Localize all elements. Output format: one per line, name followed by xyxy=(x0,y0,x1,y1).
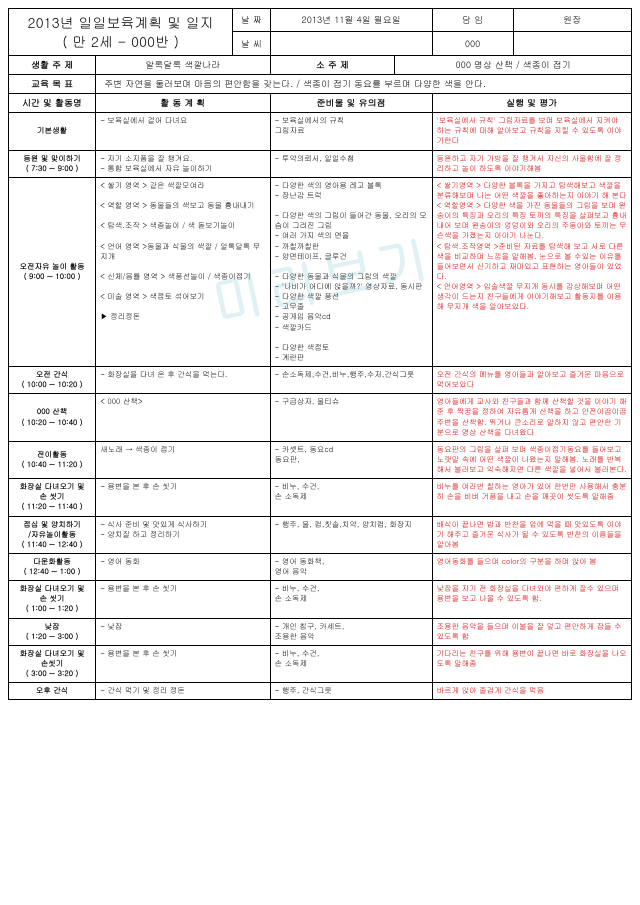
row-prep: - 보육실에서의 규칙 그림자료 xyxy=(270,113,432,150)
table-row: 오후 간식- 간식 먹기 및 정리 정돈- 행주, 간식그릇바르게 앉아 줄겁게… xyxy=(9,683,632,700)
row-time: 오전 간식( 10:00 ~ 10:20 ) xyxy=(9,367,96,394)
goal-value: 주변 자연을 둘러보며 마음의 편안함을 갖는다. / 색종이 접기 동요를 부… xyxy=(96,74,632,93)
row-time: 화장실 다녀오기 및손 씻기( 1:00 ~ 1:20 ) xyxy=(9,581,96,618)
row-prep: - 비누, 수건, 손 소독제 xyxy=(270,581,432,618)
col-plan: 활 동 계 획 xyxy=(96,94,270,113)
daily-plan-table: 2013년 일일보육계획 및 일지( 만 2세 - 000반 ) 날 짜 201… xyxy=(8,8,632,700)
row-plan: < 쌓기 영역 > 같은 색깔모여라< 역할 영역 > 동물들의 색보고 동물 … xyxy=(96,177,270,366)
row-plan: - 자기 소지품을 잘 챙겨요.- 통합 보육실에서 자유 놀이하기 xyxy=(96,150,270,177)
table-row: 화장실 다녀오기 및손씻기( 3:00 ~ 3:20 )- 용변을 본 후 손 … xyxy=(9,645,632,682)
row-prep: - 카셋트, 동요cd 동요판, xyxy=(270,441,432,478)
row-time: 점심 및 양치하기/자유놀이활동( 11:40 ~ 12:40 ) xyxy=(9,516,96,553)
row-eval: 낮잠을 자기 전 화장실을 다녀와야 편하게 잘수 있으며 용변을 보고 나올 … xyxy=(432,581,631,618)
row-eval: < 쌓기영역 > 다양한 블록을 가지고 탐색해보고 색깔을 분류해보며 나는 … xyxy=(432,177,631,366)
row-prep: - 손소독제,수건,비누,행주,수저,간식그릇 xyxy=(270,367,432,394)
table-row: 낮잠( 1:20 ~ 3:00 )- 낮잠- 개인 침구, 카세트, 조용한 음… xyxy=(9,618,632,645)
row-prep: - 비누, 수건, 손 소독제 xyxy=(270,645,432,682)
weather-label: 날 씨 xyxy=(233,32,270,55)
life-theme-value: 알록달록 색깔나라 xyxy=(96,55,270,74)
row-eval: 조용한 음악을 들으며 이불을 잘 덮고 편안하게 잠들 수 있도록 함 xyxy=(432,618,631,645)
row-plan: 새노래 → 색종이 접기 xyxy=(96,441,270,478)
table-row: 오전 간식( 10:00 ~ 10:20 )- 화장실을 다녀 온 후 간식을 … xyxy=(9,367,632,394)
row-time: 낮잠( 1:20 ~ 3:00 ) xyxy=(9,618,96,645)
charge-label: 담 임 xyxy=(432,9,513,32)
row-eval: 오전 간식의 메뉴를 영아들과 알아보고 즐거운 마음으로 먹어보았다 xyxy=(432,367,631,394)
date-value: 2013년 11월 4일 월요일 xyxy=(270,9,432,32)
table-row: 화장실 다녀오기 및손 씻기( 1:00 ~ 1:20 )- 용변을 본 후 손… xyxy=(9,581,632,618)
row-time: 화장실 다녀오기 및손씻기( 3:00 ~ 3:20 ) xyxy=(9,645,96,682)
row-time: 등원 및 맞이하기( 7:30 ~ 9:00 ) xyxy=(9,150,96,177)
weather-value xyxy=(270,32,432,55)
row-plan: - 화장실을 다녀 온 후 간식을 먹는다. xyxy=(96,367,270,394)
table-row: 화장실 다녀오기 및손 씻기( 11:20 ~ 11:40 )- 용변을 본 후… xyxy=(9,479,632,516)
charge-value: 000 xyxy=(432,32,513,55)
table-row: 점심 및 양치하기/자유놀이활동( 11:40 ~ 12:40 )- 식사 준비… xyxy=(9,516,632,553)
goal-label: 교육 목 표 xyxy=(9,74,96,93)
row-plan: - 낮잠 xyxy=(96,618,270,645)
sub-theme-value: 000 명상 산책 / 색종이 접기 xyxy=(395,55,632,74)
row-plan: - 간식 먹기 및 정리 정돈 xyxy=(96,683,270,700)
row-plan: - 보육실에서 걸어 다녀요 xyxy=(96,113,270,150)
row-eval: 동요판의 그림을 살펴 보며 색종이접기동요를 들어보고 노랫말 속에 어떤 색… xyxy=(432,441,631,478)
row-time: 전이활동( 10:40 ~ 11:20 ) xyxy=(9,441,96,478)
row-prep: - 영어 동화책, 영어 음악 xyxy=(270,553,432,580)
row-eval: '보육실에서 규칙' 그림자료를 보며 보육실에서 지켜야 하는 규칙에 대해 … xyxy=(432,113,631,150)
row-eval: 등원하고 자기 가방을 잘 챙겨서 자신의 사물함에 잘 정리하고 놀이 하도록… xyxy=(432,150,631,177)
row-time: 화장실 다녀오기 및손 씻기( 11:20 ~ 11:40 ) xyxy=(9,479,96,516)
director-value xyxy=(513,32,631,55)
table-row: 등원 및 맞이하기( 7:30 ~ 9:00 )- 자기 소지품을 잘 챙겨요.… xyxy=(9,150,632,177)
sub-theme-label: 소 주 제 xyxy=(270,55,395,74)
date-label: 날 짜 xyxy=(233,9,270,32)
row-eval: 영아들에게 교사와 친구들과 함께 산책할 것을 이야기 해 준 후 짝꿍을 정… xyxy=(432,394,631,442)
row-prep: - 비누, 수건, 손 소독제 xyxy=(270,479,432,516)
life-theme-label: 생활 주 제 xyxy=(9,55,96,74)
director-label: 원장 xyxy=(513,9,631,32)
table-row: 000 산책( 10:20 ~ 10:40 )< 000 산책>- 구급상자, … xyxy=(9,394,632,442)
row-eval: 영어동화를 들으며 color의 구분을 하며 앉아 봄 xyxy=(432,553,631,580)
col-eval: 실행 및 평가 xyxy=(432,94,631,113)
row-prep: - 다양한 색의 영아용 레고 블록- 장난감 트럭- 다양한 색의 그림이 들… xyxy=(270,177,432,366)
row-eval: 비누를 여러번 칠하는 영아가 있어 한번만 사용해서 충분히 손을 비벼 거품… xyxy=(432,479,631,516)
row-plan: - 식사 준비 및 맛있게 식사하기- 양치질 하고 정리하기 xyxy=(96,516,270,553)
row-prep: - 구급상자, 물티슈 xyxy=(270,394,432,442)
row-eval: 바르게 앉아 줄겁게 간식을 먹음 xyxy=(432,683,631,700)
table-row: 전이활동( 10:40 ~ 11:20 )새노래 → 색종이 접기- 카셋트, … xyxy=(9,441,632,478)
row-plan: - 영어 동화 xyxy=(96,553,270,580)
row-plan: < 000 산책> xyxy=(96,394,270,442)
col-time: 시간 및 활동명 xyxy=(9,94,96,113)
row-prep: - 행주, 간식그릇 xyxy=(270,683,432,700)
row-plan: - 용변을 본 후 손 씻기 xyxy=(96,581,270,618)
row-eval: 배식이 끝나면 밥과 반찬을 앞에 먹을 때 맛있도록 이야기 해주고 즐거운 … xyxy=(432,516,631,553)
row-time: 오후 간식 xyxy=(9,683,96,700)
row-prep: - 투약의뢰서, 일일수첩 xyxy=(270,150,432,177)
table-row: 오전자유 놀이 활동( 9:00 ~ 10:00 )< 쌓기 영역 > 같은 색… xyxy=(9,177,632,366)
row-plan: - 용변을 본 후 손 씻기 xyxy=(96,479,270,516)
table-row: 기본생활- 보육실에서 걸어 다녀요- 보육실에서의 규칙 그림자료'보육실에서… xyxy=(9,113,632,150)
row-time: 기본생활 xyxy=(9,113,96,150)
document-title: 2013년 일일보육계획 및 일지( 만 2세 - 000반 ) xyxy=(9,9,233,56)
row-plan: - 용변을 본 후 손 씻기 xyxy=(96,645,270,682)
row-prep: - 개인 침구, 카세트, 조용한 음악 xyxy=(270,618,432,645)
row-time: 다문화활동( 12:40 ~ 1:00 ) xyxy=(9,553,96,580)
row-eval: 기다리는 친구를 위해 용변이 끝나면 바로 화장실을 나오도록 말해줌 xyxy=(432,645,631,682)
col-prep: 준비물 및 유의점 xyxy=(270,94,432,113)
row-time: 000 산책( 10:20 ~ 10:40 ) xyxy=(9,394,96,442)
table-row: 다문화활동( 12:40 ~ 1:00 )- 영어 동화- 영어 동화책, 영어… xyxy=(9,553,632,580)
row-time: 오전자유 놀이 활동( 9:00 ~ 10:00 ) xyxy=(9,177,96,366)
row-prep: - 행주, 물, 컵,칫솔,치약, 양치컵, 화장지 xyxy=(270,516,432,553)
